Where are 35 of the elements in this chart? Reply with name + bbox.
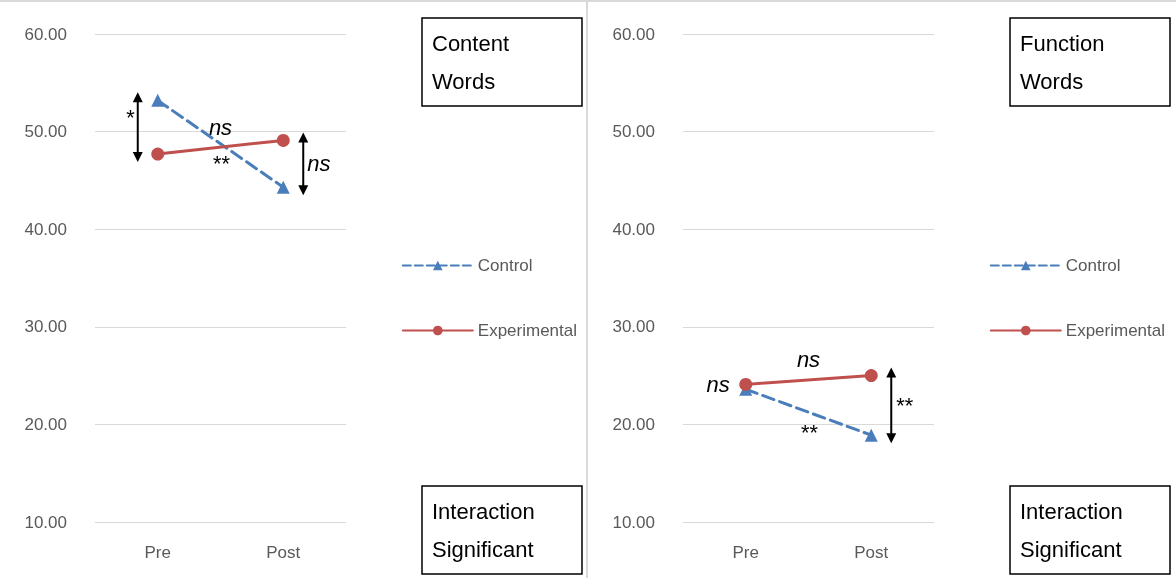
x-tick-label: Post xyxy=(266,543,301,562)
text: Interaction Significant xyxy=(432,498,541,562)
y-tick-label: 50.00 xyxy=(612,122,655,142)
legend-label: Experimental xyxy=(477,321,578,340)
annotation: ns xyxy=(796,347,821,373)
x-tick-label: Pre xyxy=(144,543,171,562)
annotation: ns xyxy=(706,371,730,397)
annotation: ** xyxy=(211,151,231,177)
point xyxy=(864,369,878,383)
y-tick-label: 30.00 xyxy=(24,317,67,337)
annotation: ** xyxy=(799,419,819,445)
x-tick-label: Post xyxy=(854,543,889,562)
y-tick-label: 10.00 xyxy=(24,512,67,532)
x-tick-label: Pre xyxy=(732,543,759,562)
y-tick-label: 30.00 xyxy=(612,317,655,337)
y-tick-label: 20.00 xyxy=(24,414,67,434)
y-tick-label: 40.00 xyxy=(24,219,67,239)
y-tick-label: 50.00 xyxy=(24,122,67,142)
point xyxy=(276,133,290,147)
legend-label: Control xyxy=(1065,256,1121,275)
text: Interaction Significant xyxy=(1020,498,1129,562)
annotation: ** xyxy=(895,392,914,418)
y-tick-label: 40.00 xyxy=(612,219,655,239)
legend-label: Control xyxy=(477,256,533,275)
legend-label: Experimental xyxy=(1065,321,1166,340)
text: Content Words xyxy=(432,30,516,94)
annotation: ns xyxy=(208,114,233,140)
y-tick-label: 20.00 xyxy=(612,414,655,434)
text: Function Words xyxy=(1020,30,1111,94)
annotation: ns xyxy=(307,151,331,177)
y-tick-label: 60.00 xyxy=(24,24,67,44)
y-tick-label: 60.00 xyxy=(612,24,655,44)
y-tick-label: 10.00 xyxy=(612,512,655,532)
point xyxy=(151,147,165,161)
annotation: * xyxy=(125,104,136,130)
